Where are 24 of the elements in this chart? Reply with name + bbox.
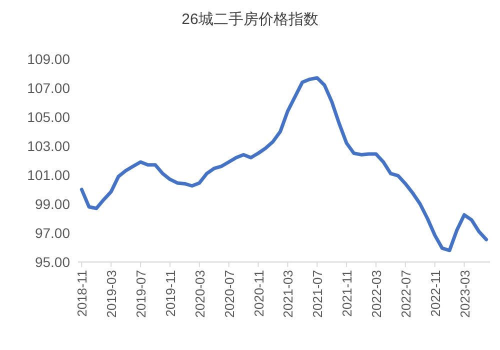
x-tick-label: 2022-07 (398, 270, 414, 318)
x-tick-label: 2019-07 (134, 270, 149, 318)
x-tick-label: 2020-11 (251, 270, 266, 317)
x-tick-label: 2021-07 (310, 270, 326, 318)
x-tick-label: 2023-03 (457, 270, 472, 318)
x-tick-label: 2020-07 (222, 270, 237, 318)
line-series (80, 76, 488, 252)
x-tick-label: 2022-11 (428, 270, 443, 317)
x-tick-label: 2018-11 (74, 270, 90, 317)
y-tick-label: 95.00 (34, 254, 70, 270)
y-tick-label: 109.00 (27, 51, 70, 67)
x-tick-label: 2021-11 (340, 270, 355, 317)
x-tick-label: 2020-03 (192, 270, 208, 318)
x-tick-label: 2021-03 (280, 270, 296, 318)
y-tick-label: 101.00 (27, 167, 70, 183)
x-tick-label: 2019-11 (162, 270, 178, 317)
y-tick-label: 103.00 (27, 138, 70, 154)
y-tick-label: 105.00 (27, 109, 70, 125)
x-tick-label: 2022-03 (368, 270, 384, 318)
y-tick-label: 97.00 (34, 225, 70, 241)
chart-title: 26城二手房价格指数 (182, 11, 318, 28)
y-tick-label: 99.00 (34, 196, 70, 212)
y-tick-label: 107.00 (27, 80, 70, 96)
x-tick-label: 2019-03 (104, 270, 120, 318)
